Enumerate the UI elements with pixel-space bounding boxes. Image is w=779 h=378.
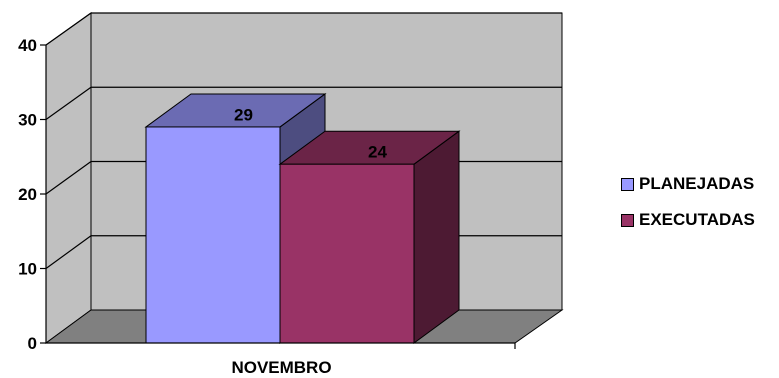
gridline-side [45, 12, 92, 46]
legend-item-executadas: EXECUTADAS [621, 209, 755, 231]
bars [144, 92, 461, 344]
y-tick-label: 20 [18, 185, 37, 204]
gridline-side [45, 235, 92, 269]
labels: 0 10 20 30 40 NOVEMBRO 29 24 [18, 36, 387, 377]
bar [145, 126, 281, 344]
legend-swatch [621, 213, 634, 227]
gridline-side [45, 161, 92, 195]
axes [40, 44, 516, 349]
x-category-label: NOVEMBRO [231, 358, 331, 377]
legend-label: PLANEJADAS [639, 174, 755, 193]
y-tick-label: 30 [18, 111, 37, 130]
legend-swatch [621, 177, 634, 191]
data-label: 29 [234, 105, 253, 124]
gridline-side [45, 86, 92, 120]
data-label: 24 [368, 143, 387, 162]
legend-label: EXECUTADAS [639, 210, 755, 229]
y-tick-label: 10 [18, 260, 37, 279]
y-tick-label: 0 [28, 334, 37, 353]
legend-item-planejadas: PLANEJADAS [621, 173, 755, 195]
bar-executadas [278, 130, 461, 344]
bar-side [413, 130, 460, 344]
bar [279, 163, 415, 344]
y-tick-label: 40 [18, 36, 37, 55]
legend: PLANEJADAS EXECUTADAS [621, 173, 755, 245]
